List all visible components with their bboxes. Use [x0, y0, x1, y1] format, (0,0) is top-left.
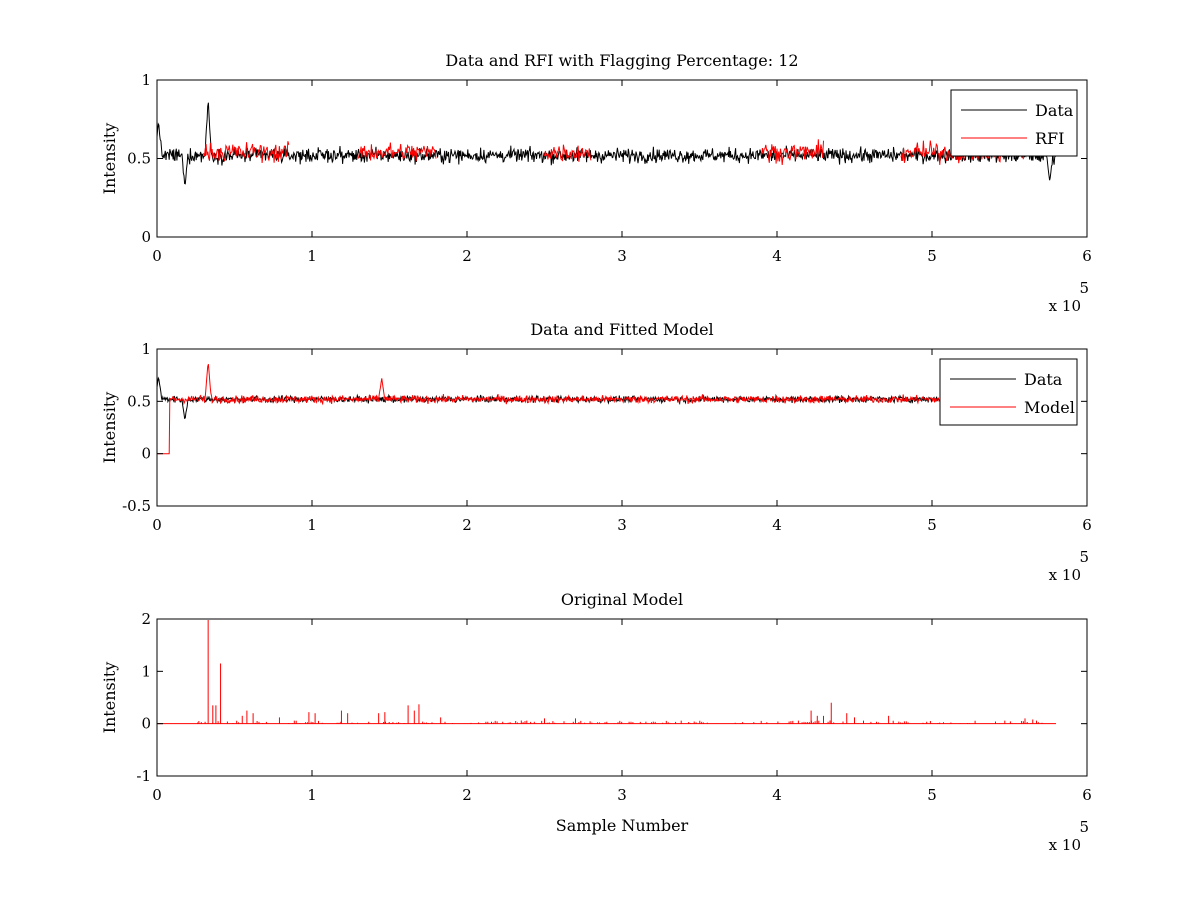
x-tick-label: 1: [307, 247, 317, 265]
x-tick-label: 4: [772, 247, 782, 265]
chart-title: Original Model: [561, 590, 683, 609]
x-multiplier-exponent: 5: [1079, 279, 1089, 297]
plot-area: [157, 620, 1056, 725]
y-tick-label: 1: [141, 71, 151, 89]
y-tick-label: 0: [141, 445, 151, 463]
y-tick-label: 1: [141, 340, 151, 358]
x-tick-label: 1: [307, 786, 317, 804]
y-axis-label: Intensity: [100, 123, 119, 195]
x-tick-label: 6: [1082, 247, 1092, 265]
chart-title: Data and Fitted Model: [530, 320, 713, 339]
legend-label-data: Data: [1024, 370, 1063, 389]
x-tick-label: 0: [152, 247, 162, 265]
y-tick-label: 2: [141, 610, 151, 628]
legend-label-model: Model: [1024, 398, 1075, 417]
y-tick-label: 1: [141, 662, 151, 680]
x-tick-label: 5: [927, 786, 937, 804]
y-tick-label: 0: [141, 715, 151, 733]
x-tick-label: 2: [462, 786, 472, 804]
y-axis-label: Intensity: [100, 662, 119, 734]
x-multiplier: x 10: [1049, 836, 1081, 854]
x-tick-label: 1: [307, 516, 317, 534]
legend-box: [939, 358, 1078, 426]
x-tick-label: 4: [772, 516, 782, 534]
x-tick-label: 0: [152, 516, 162, 534]
x-multiplier-exponent: 5: [1079, 818, 1089, 836]
x-tick-label: 3: [617, 247, 627, 265]
y-tick-label: 0.5: [127, 150, 151, 168]
x-tick-label: 2: [462, 516, 472, 534]
series-model-line: [157, 364, 1057, 455]
legend-label-data: Data: [1035, 101, 1074, 120]
series-original-model-noise: [197, 720, 1043, 724]
x-multiplier-exponent: 5: [1079, 548, 1089, 566]
legend: Data Model: [939, 358, 1078, 426]
x-tick-label: 3: [617, 516, 627, 534]
x-tick-label: 4: [772, 786, 782, 804]
plot-area: [157, 364, 1057, 455]
axes-box: [156, 348, 1088, 507]
x-tick-label: 5: [927, 516, 937, 534]
series-rfi-segment-3: [761, 139, 824, 166]
y-tick-label: 0: [141, 228, 151, 246]
chart-title: Data and RFI with Flagging Percentage: 1…: [445, 51, 798, 70]
x-tick-label: 5: [927, 247, 937, 265]
legend-label-rfi: RFI: [1035, 129, 1064, 148]
y-tick-label: 0.5: [127, 392, 151, 410]
x-tick-label: 0: [152, 786, 162, 804]
series-rfi-segment-2: [544, 144, 592, 162]
x-tick-label: 6: [1082, 516, 1092, 534]
y-tick-label: -1: [136, 767, 151, 785]
x-tick-label: 3: [617, 786, 627, 804]
series-rfi-segment-1: [358, 142, 437, 162]
x-multiplier: x 10: [1049, 566, 1081, 584]
legend-box: [950, 89, 1078, 157]
axes-box: [156, 618, 1088, 777]
legend: Data RFI: [950, 89, 1078, 157]
y-tick-label: -0.5: [122, 497, 151, 515]
x-tick-label: 6: [1082, 786, 1092, 804]
x-axis-label: Sample Number: [556, 816, 689, 835]
x-tick-label: 2: [462, 247, 472, 265]
series-rfi-segment-0: [203, 141, 290, 164]
y-axis-label: Intensity: [100, 392, 119, 464]
x-multiplier: x 10: [1049, 297, 1081, 315]
